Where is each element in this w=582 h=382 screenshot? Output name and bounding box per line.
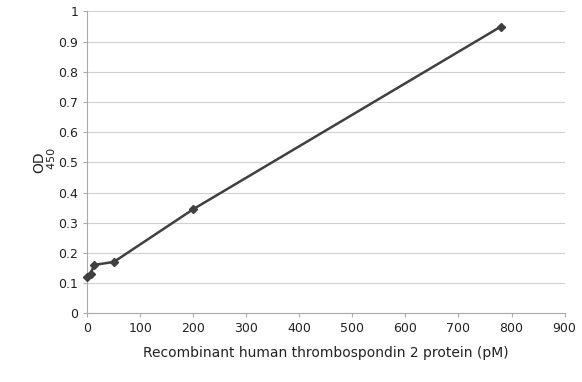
Text: 450: 450 <box>47 148 56 176</box>
Text: OD: OD <box>33 152 47 173</box>
X-axis label: Recombinant human thrombospondin 2 protein (pM): Recombinant human thrombospondin 2 prote… <box>143 346 509 360</box>
